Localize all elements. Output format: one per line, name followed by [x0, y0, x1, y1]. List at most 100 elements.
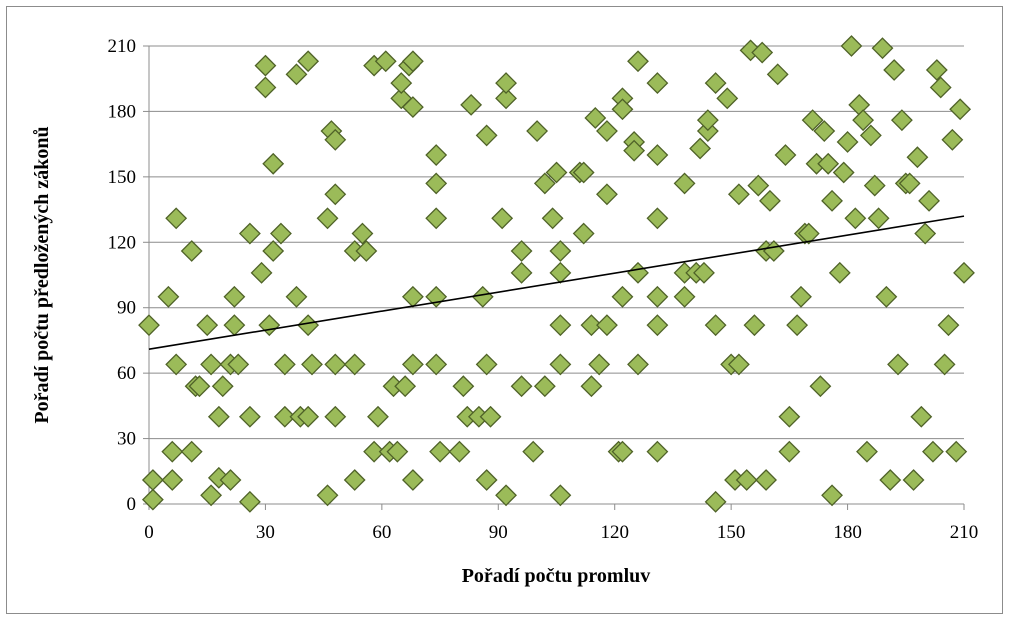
data-point: [863, 174, 886, 197]
data-point: [273, 405, 296, 428]
data-point: [759, 189, 781, 212]
data-point: [495, 484, 517, 507]
data-point: [200, 484, 223, 507]
data-point: [735, 469, 758, 491]
data-point: [689, 137, 712, 160]
data-point: [533, 172, 556, 195]
x-tick-label: 210: [950, 522, 979, 543]
data-point: [316, 207, 339, 230]
data-point: [902, 469, 925, 491]
data-point: [526, 120, 549, 142]
data-point: [673, 172, 696, 195]
data-point: [747, 174, 770, 197]
data-point: [475, 353, 498, 376]
y-tick-label: 120: [108, 232, 137, 253]
data-point: [922, 440, 944, 463]
data-point: [401, 469, 424, 491]
data-point: [401, 96, 424, 118]
data-point: [914, 222, 937, 245]
data-point: [254, 76, 277, 99]
data-point: [495, 87, 517, 110]
data-point: [832, 161, 855, 184]
data-point: [219, 469, 242, 491]
data-point: [270, 222, 292, 245]
data-point: [817, 152, 840, 175]
data-point: [549, 353, 572, 376]
data-point: [580, 314, 603, 337]
data-point: [627, 50, 649, 73]
y-axis-title: Pořadí počtu předložených zákonů: [31, 126, 53, 423]
data-point: [425, 207, 448, 230]
data-point: [138, 314, 160, 337]
data-point: [425, 172, 448, 195]
data-point: [238, 490, 261, 513]
data-point: [743, 314, 766, 337]
data-point: [448, 440, 471, 463]
data-point: [906, 146, 929, 169]
data-point: [584, 107, 607, 129]
data-point: [510, 261, 533, 284]
data-point: [704, 314, 727, 337]
data-point: [165, 353, 188, 376]
data-point: [324, 353, 347, 376]
data-point: [941, 128, 964, 151]
data-point: [161, 469, 184, 491]
data-point: [910, 405, 933, 428]
data-point: [390, 87, 413, 110]
data-point: [856, 440, 878, 463]
data-point: [285, 285, 308, 308]
data-point: [766, 63, 789, 86]
data-point: [549, 314, 572, 337]
data-point: [836, 131, 859, 153]
data-point: [227, 353, 250, 376]
data-point: [238, 222, 261, 245]
y-tick-label: 210: [108, 36, 137, 57]
data-point: [161, 440, 184, 463]
data-point: [429, 440, 451, 463]
data-point: [238, 405, 261, 428]
data-point: [751, 41, 774, 64]
data-point: [549, 484, 572, 507]
data-point: [623, 139, 646, 162]
data-point: [859, 124, 882, 147]
data-point: [693, 261, 715, 284]
data-point: [301, 353, 323, 376]
data-point: [852, 109, 875, 132]
data-point: [355, 240, 378, 262]
data-point: [774, 144, 797, 166]
data-point: [401, 50, 424, 73]
data-point: [533, 375, 556, 398]
data-point: [297, 314, 320, 337]
data-point: [790, 285, 812, 308]
data-point: [297, 405, 320, 428]
data-point: [844, 207, 867, 230]
y-tick-label: 180: [108, 101, 137, 122]
y-tick-label: 30: [117, 429, 136, 450]
data-point: [883, 59, 906, 81]
data-point: [262, 152, 285, 175]
data-point: [716, 87, 739, 110]
data-point: [254, 54, 277, 77]
data-point: [479, 405, 502, 428]
data-point: [646, 144, 669, 166]
data-point: [188, 375, 211, 398]
data-point: [401, 285, 424, 308]
data-point: [696, 109, 719, 132]
data-point: [673, 285, 696, 308]
data-points: [138, 35, 975, 513]
data-point: [297, 50, 320, 73]
x-tick-label: 0: [144, 522, 154, 543]
data-point: [646, 314, 669, 337]
data-point: [491, 207, 514, 230]
data-point: [196, 314, 219, 337]
data-point: [875, 285, 898, 308]
data-point: [797, 222, 820, 245]
data-point: [925, 59, 948, 81]
data-point: [898, 172, 921, 195]
data-point: [879, 469, 902, 491]
data-point: [596, 314, 618, 337]
data-point: [887, 353, 909, 376]
data-point: [475, 124, 498, 147]
data-point: [401, 353, 424, 376]
y-tick-label: 60: [117, 363, 136, 384]
